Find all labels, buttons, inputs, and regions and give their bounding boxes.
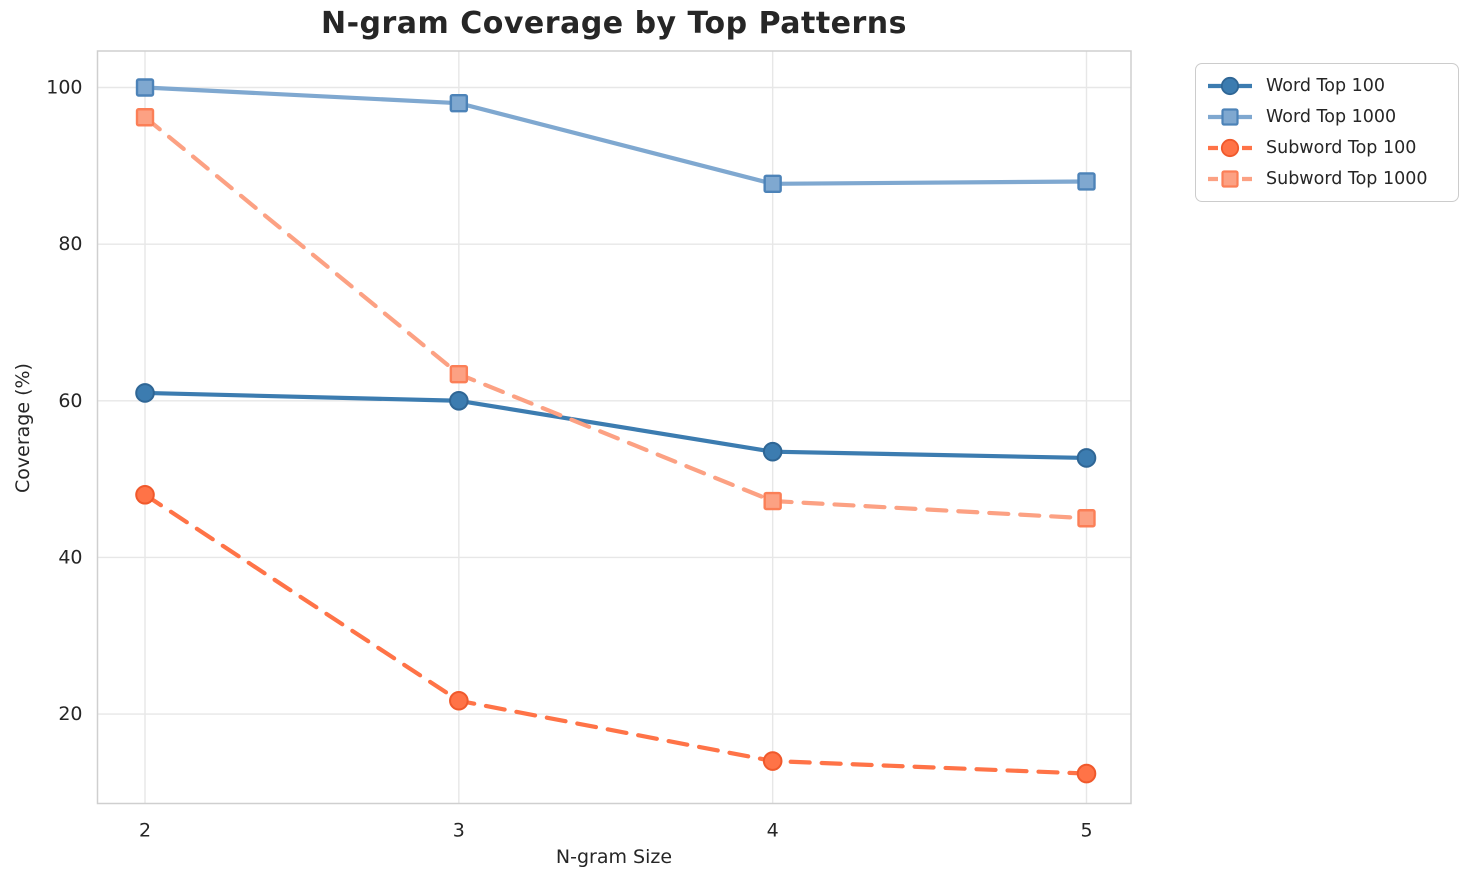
series-marker-circle <box>135 484 155 505</box>
y-tick-label: 60 <box>58 390 82 412</box>
series-marker-circle <box>449 390 469 411</box>
series-line <box>142 115 1089 521</box>
legend: Word Top 100 Word Top 1000 Subword Top 100… <box>1195 63 1459 202</box>
plot-border <box>96 50 1132 805</box>
series-marker-square <box>135 108 155 127</box>
series-marker-circle <box>1076 763 1097 784</box>
series-marker-square <box>1077 509 1096 528</box>
series-marker-square <box>763 174 782 194</box>
legend-label: Word Top 1000 <box>1266 107 1397 127</box>
y-tick-label: 100 <box>46 76 82 98</box>
legend-line-square-marker-icon <box>1208 170 1252 188</box>
x-axis-label: N-gram Size <box>555 846 673 868</box>
legend-line-circle-marker-icon <box>1208 138 1252 158</box>
legend-label: Subword Top 1000 <box>1266 169 1428 189</box>
legend-item: Subword Top 100 <box>1206 134 1446 162</box>
y-axis-label: Coverage (%) <box>12 363 34 493</box>
legend-item: Subword Top 1000 <box>1206 165 1446 193</box>
x-tick-label: 4 <box>767 820 779 842</box>
legend-label: Word Top 100 <box>1266 76 1386 96</box>
legend-line-square-marker-icon <box>1208 108 1252 126</box>
chart-title: N-gram Coverage by Top Patterns <box>320 6 908 41</box>
series-marker-circle <box>762 441 783 462</box>
series-marker-square <box>449 364 469 384</box>
series-marker-square <box>135 78 155 97</box>
series-marker-square <box>763 491 782 511</box>
y-tick-label: 40 <box>58 546 82 568</box>
series-marker-circle <box>1076 448 1097 468</box>
series-marker-circle <box>762 751 783 771</box>
x-tick-label: 3 <box>453 820 465 842</box>
series-line <box>142 390 1089 461</box>
series-marker-circle <box>135 383 155 403</box>
x-tick-label: 5 <box>1080 820 1092 842</box>
legend-line-circle-marker-icon <box>1208 76 1252 96</box>
series-marker-square <box>1077 172 1096 191</box>
series-marker-square <box>449 93 469 113</box>
series-marker-circle <box>449 690 469 711</box>
legend-item: Word Top 1000 <box>1206 103 1446 131</box>
legend-item: Word Top 100 <box>1206 72 1446 100</box>
series-line <box>142 85 1089 186</box>
series-line <box>142 492 1089 776</box>
y-tick-label: 80 <box>58 233 82 255</box>
legend-label: Subword Top 100 <box>1266 138 1417 158</box>
y-tick-label: 20 <box>58 703 82 725</box>
x-tick-label: 2 <box>139 820 151 842</box>
